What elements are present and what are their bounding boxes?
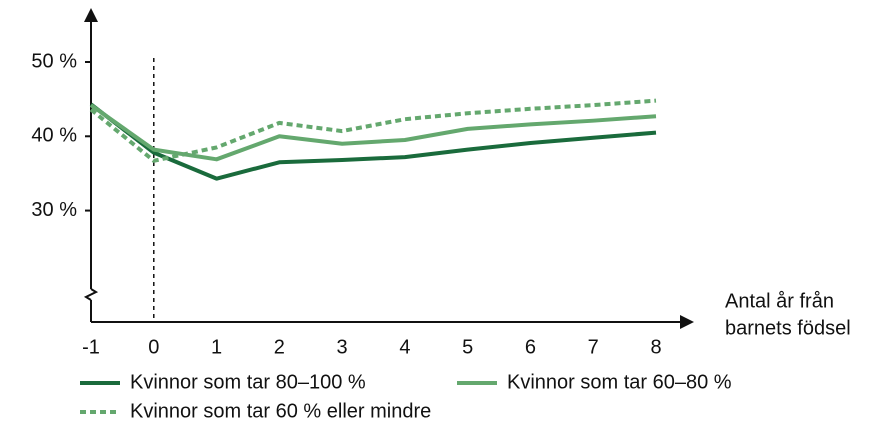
- x-axis-label: barnets födsel: [725, 317, 851, 339]
- x-tick-label: 6: [525, 336, 536, 358]
- y-tick-label: 30 %: [31, 199, 77, 221]
- legend-label: Kvinnor som tar 60–80 %: [507, 371, 732, 393]
- x-axis-label: Antal år från: [725, 290, 834, 312]
- x-tick-label: 1: [211, 336, 222, 358]
- x-tick-label: 0: [148, 336, 159, 358]
- y-arrow: [84, 8, 98, 22]
- x-tick-label: 8: [650, 336, 661, 358]
- y-tick-label: 40 %: [31, 125, 77, 147]
- series-line: [89, 102, 657, 181]
- legend-label: Kvinnor som tar 80–100 %: [130, 371, 366, 393]
- legend-label: Kvinnor som tar 60 % eller mindre: [130, 400, 431, 422]
- x-tick-label: 5: [462, 336, 473, 358]
- axis-break: [83, 288, 99, 301]
- x-arrow: [680, 315, 694, 329]
- x-tick-label: 3: [337, 336, 348, 358]
- x-tick-label: 4: [399, 336, 410, 358]
- x-tick-label: 2: [274, 336, 285, 358]
- x-tick-label: 7: [588, 336, 599, 358]
- series-line: [89, 98, 657, 163]
- x-tick-label: -1: [82, 336, 100, 358]
- y-tick-label: 50 %: [31, 50, 77, 72]
- series-line: [89, 103, 657, 162]
- axes: [83, 8, 694, 329]
